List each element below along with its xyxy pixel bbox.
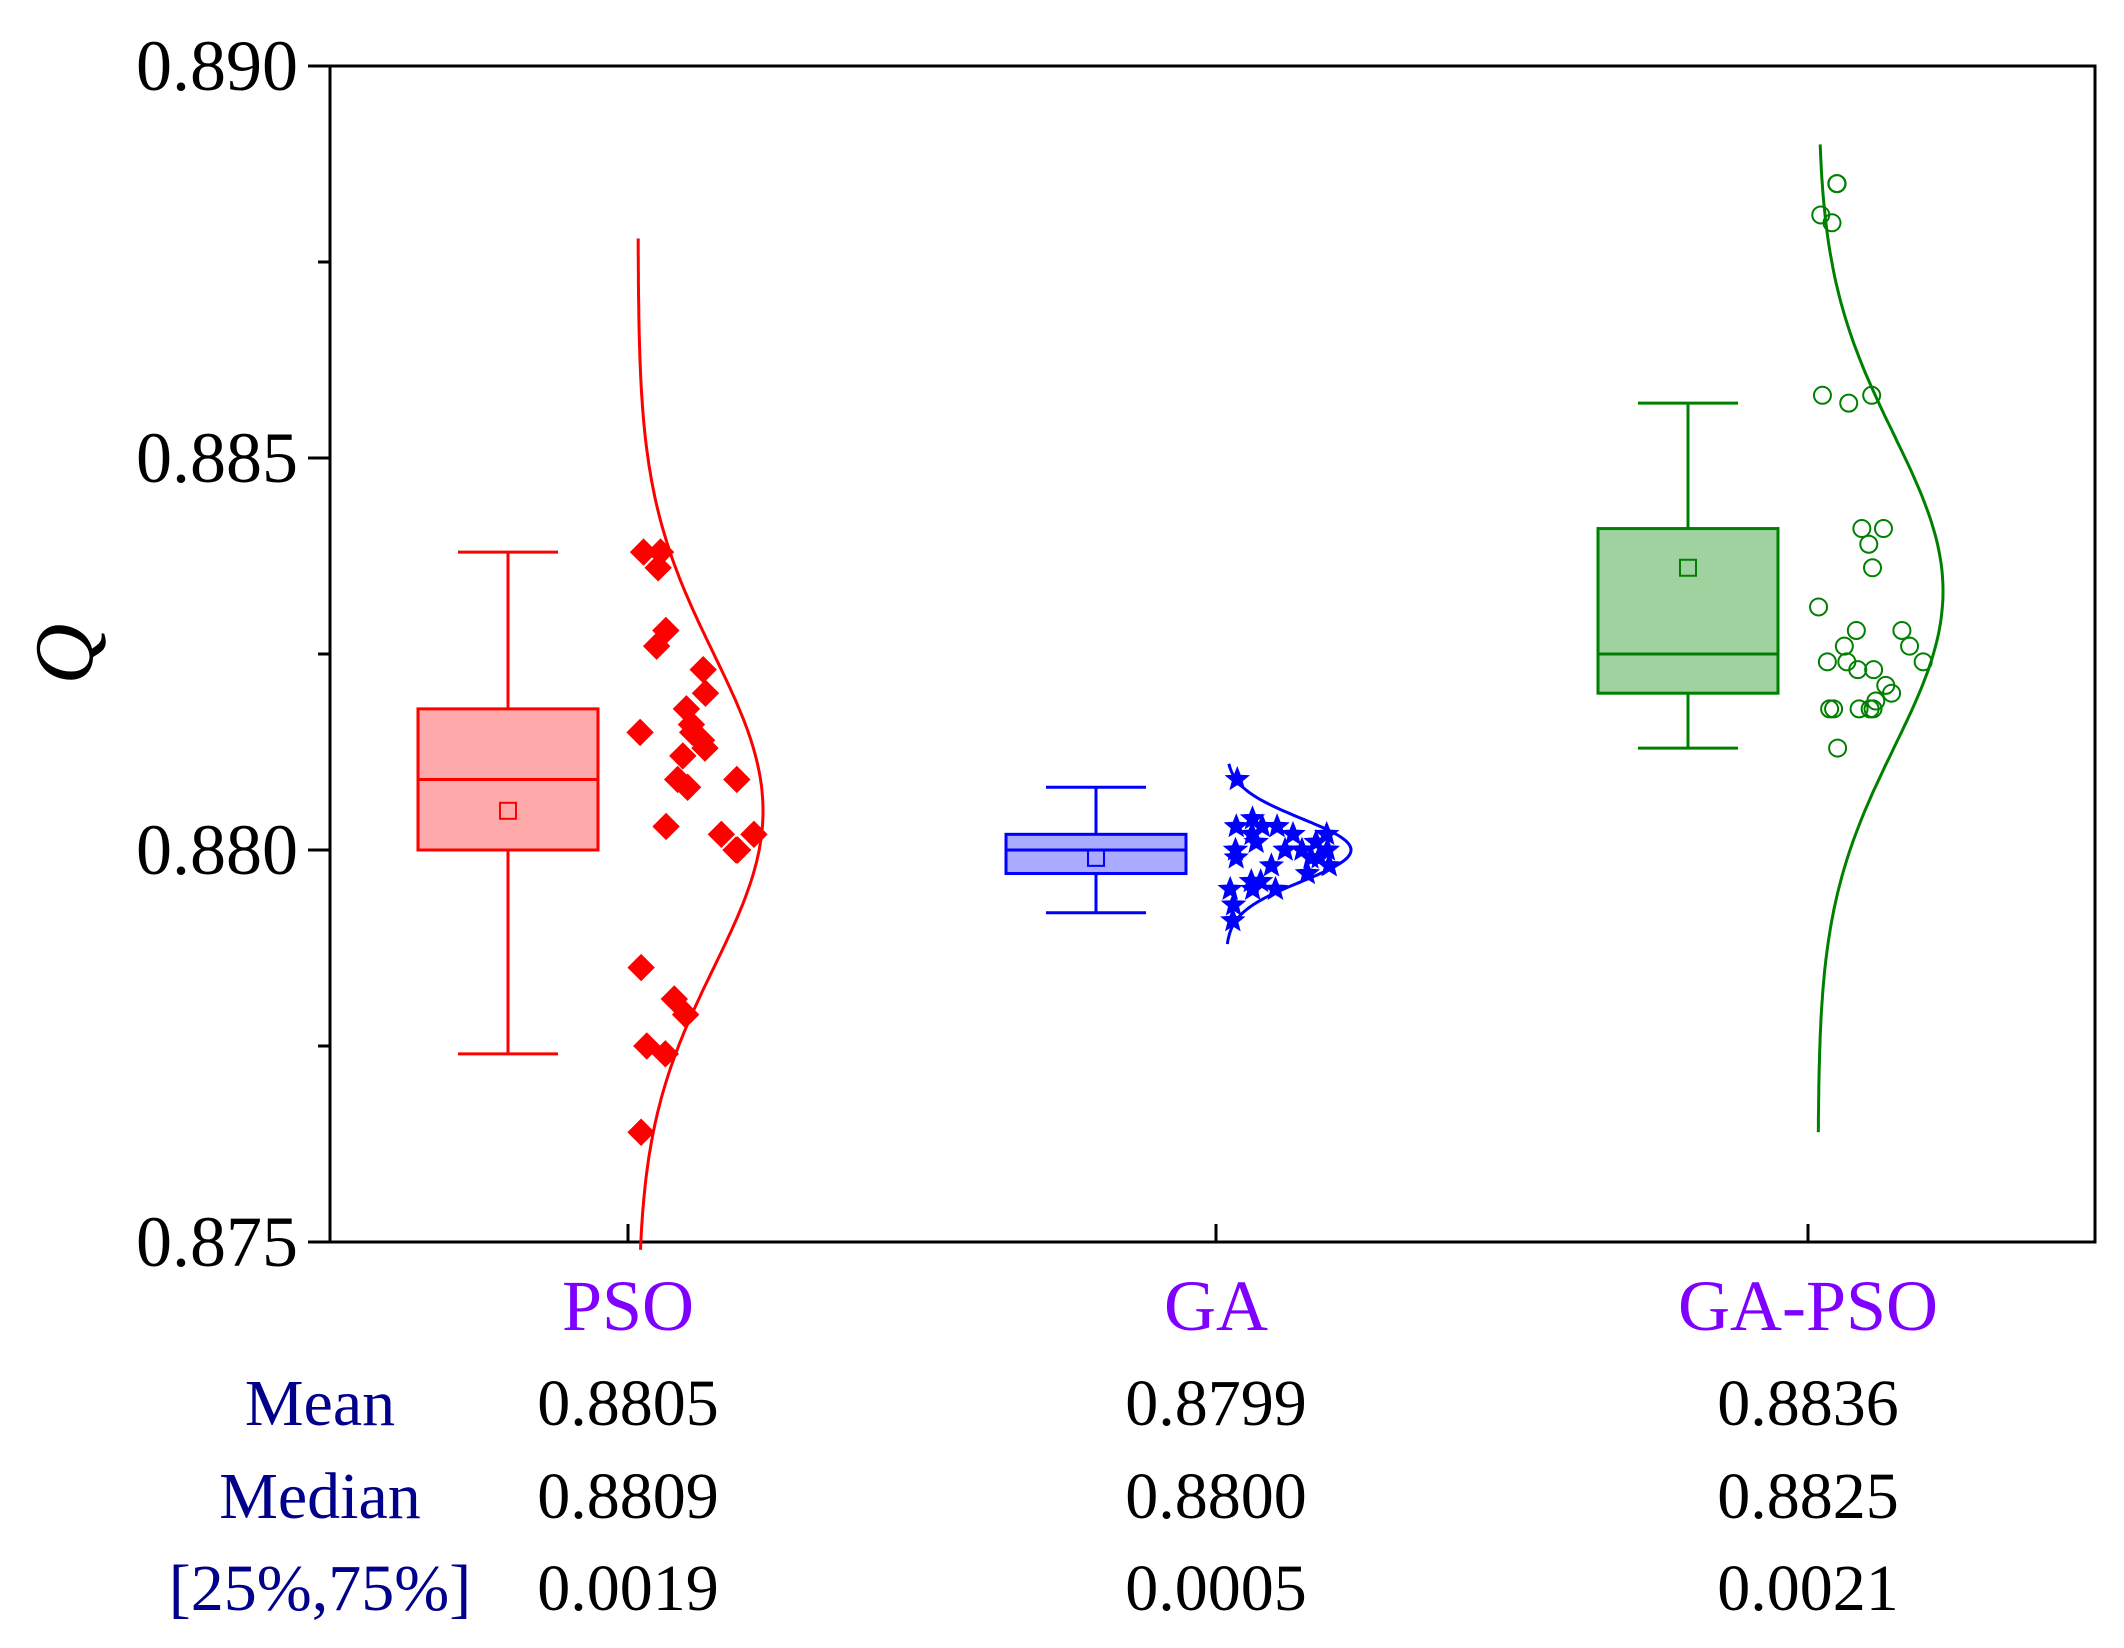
data-point-circle [1860,699,1880,719]
data-point-circle [1827,174,1847,194]
data-point-star [1303,828,1329,854]
stats-row-label: Mean [245,1367,395,1440]
data-point-diamond [723,765,751,794]
data-point-circle [1849,699,1869,719]
stats-value: 0.8825 [1717,1460,1899,1533]
box-mean-marker [1679,558,1697,577]
data-points [626,174,1933,1146]
distribution-curve [636,238,765,1250]
data-point-diamond [691,679,720,707]
data-point-star [1217,875,1243,901]
data-point-circle [1846,620,1866,640]
data-point-circle [1812,385,1832,405]
data-point-diamond [740,820,768,849]
data-point-star [1264,813,1290,838]
box-iqr [1004,832,1188,876]
data-point-star [1224,766,1251,791]
data-point-circle [1863,558,1883,578]
box-plots [416,401,1780,1056]
box-mean-marker [1087,848,1105,867]
data-point-diamond [642,632,671,660]
distribution-curves [636,144,1945,1250]
data-point-circle [1839,393,1859,413]
data-point-circle [1809,597,1829,617]
data-point-circle [1828,738,1848,758]
stats-table: Mean 0.8805 0.8799 0.8836 Median 0.8809 0.8800… [169,1367,1899,1625]
data-point-diamond [626,718,654,747]
data-point-circle [1848,660,1868,680]
data-point-diamond [722,836,750,864]
data-point-circle [1913,652,1933,672]
data-point-star [1262,875,1289,901]
axes: 0.875 0.880 0.885 0.890 [136,26,2097,1282]
data-point-circle [1852,519,1872,539]
data-point-diamond [651,1040,680,1068]
stats-value: 0.8800 [1125,1460,1307,1533]
y-tick-label: 0.875 [136,1202,298,1282]
data-point-star [1294,860,1321,885]
stats-value: 0.8809 [537,1460,719,1533]
data-point-circle [1864,660,1884,680]
stats-value: 0.8799 [1125,1367,1307,1440]
category-label: GA-PSO [1678,1266,1938,1346]
box-iqr [1596,527,1780,695]
y-tick-label: 0.890 [136,26,298,106]
data-point-diamond [671,1000,700,1029]
data-point-star [1239,875,1266,901]
data-point-star [1316,852,1343,877]
distribution-curve [1225,763,1353,945]
y-tick-label: 0.885 [136,418,298,498]
category-label: PSO [562,1266,694,1346]
data-point-star [1243,828,1269,854]
data-point-diamond [689,655,717,684]
stats-value: 0.8836 [1717,1367,1899,1440]
stats-value: 0.0019 [537,1552,719,1625]
data-point-circle [1824,699,1844,719]
data-point-diamond [627,1118,655,1146]
stats-row-label: Median [219,1460,421,1533]
category-label: GA [1164,1266,1268,1346]
box-mean-marker [499,801,517,820]
data-point-star [1272,836,1298,861]
labels: Q PSO GA GA-PSO [18,624,1938,1346]
data-point-star [1223,844,1249,869]
data-point-circle [1892,620,1912,640]
data-point-circle [1882,683,1902,703]
stats-value: 0.0005 [1125,1552,1307,1625]
data-point-star [1223,813,1250,838]
data-point-diamond [707,820,736,849]
data-point-diamond [691,734,719,762]
data-point-diamond [660,985,689,1013]
distribution-curve [1816,144,1945,1133]
stats-row-label: [25%,75%] [169,1552,471,1625]
data-point-star [1220,907,1246,932]
data-point-diamond [627,953,655,982]
y-tick-label: 0.880 [136,810,298,890]
data-point-circle [1820,699,1840,719]
data-point-star [1280,820,1306,846]
data-point-diamond [673,773,702,801]
stats-value: 0.8805 [537,1367,719,1440]
y-axis-label: Q [18,624,111,685]
stats-value: 0.0021 [1717,1552,1899,1625]
data-point-circle [1862,385,1882,405]
data-point-circle [1859,534,1879,554]
data-point-diamond [644,554,672,582]
data-point-circle [1834,636,1854,656]
data-point-circle [1900,636,1920,656]
data-point-star [1298,844,1324,869]
data-point-circle [1873,519,1893,539]
data-point-circle [1817,652,1837,672]
data-point-diamond [669,742,697,770]
data-point-star [1258,852,1285,877]
data-point-diamond [652,812,680,841]
data-point-circle [1822,213,1842,233]
